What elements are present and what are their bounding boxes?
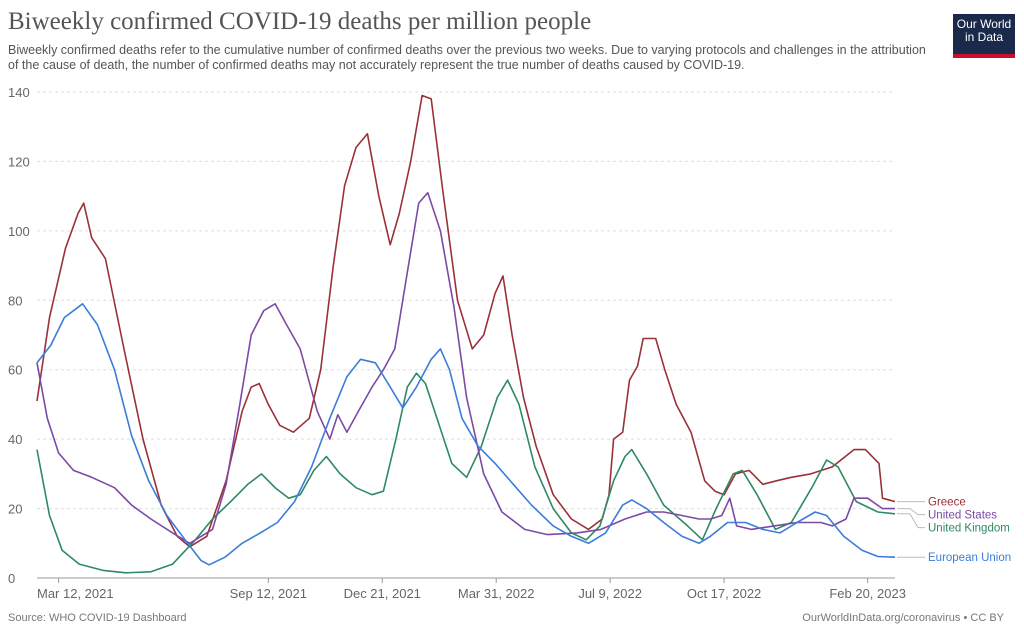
series-line-greece (36, 94, 896, 548)
legend-label-united-states: United States (928, 510, 997, 522)
series-line-european-union (36, 303, 896, 566)
y-tick-label: 120 (8, 154, 30, 169)
y-tick-label: 40 (8, 432, 22, 447)
x-tick-label: Sep 12, 2021 (230, 586, 307, 601)
x-tick-label: Mar 31, 2022 (458, 586, 535, 601)
logo-line-2: in Data (964, 30, 1004, 44)
x-tick-label: Jul 9, 2022 (578, 586, 642, 601)
logo-line-1: Our World (956, 17, 1012, 31)
x-tick-label: Feb 20, 2023 (829, 586, 906, 601)
owid-logo[interactable]: Our World in Data (953, 14, 1015, 58)
x-axis-ticks: Mar 12, 2021 Sep 12, 2021 Dec 21, 2021 Mar … (37, 578, 906, 601)
chart-title: Biweekly confirmed COVID-19 deaths per m… (8, 8, 592, 35)
y-tick-label: 60 (8, 363, 22, 378)
credit-link[interactable]: OurWorldInData.org/coronavirus • CC BY (802, 612, 1004, 624)
legend-connector (897, 513, 925, 529)
y-axis-ticks: 0 20 40 60 80 100 120 140 (8, 85, 30, 586)
source-note[interactable]: Source: WHO COVID-19 Dashboard (8, 612, 187, 624)
x-tick-label: Dec 21, 2021 (344, 586, 421, 601)
grid-lines (37, 91, 895, 579)
y-tick-label: 80 (8, 293, 22, 308)
y-tick-label: 100 (8, 224, 30, 239)
chart-subtitle: Biweekly confirmed deaths refer to the c… (8, 43, 926, 72)
legend-label-greece: Greece (928, 497, 966, 509)
legend-connector (897, 508, 925, 516)
x-tick-label: Mar 12, 2021 (37, 586, 114, 601)
legend-label-united-kingdom: United Kingdom (928, 523, 1010, 535)
series-line-united-kingdom (36, 372, 896, 574)
series-lines (36, 94, 896, 574)
x-tick-label: Oct 17, 2022 (687, 586, 761, 601)
y-tick-label: 0 (8, 571, 15, 586)
y-tick-label: 140 (8, 85, 30, 100)
series-line-united-states (36, 191, 895, 545)
legend-label-european-union: European Union (928, 552, 1011, 564)
logo-bar (953, 54, 1015, 58)
y-tick-label: 20 (8, 502, 22, 517)
